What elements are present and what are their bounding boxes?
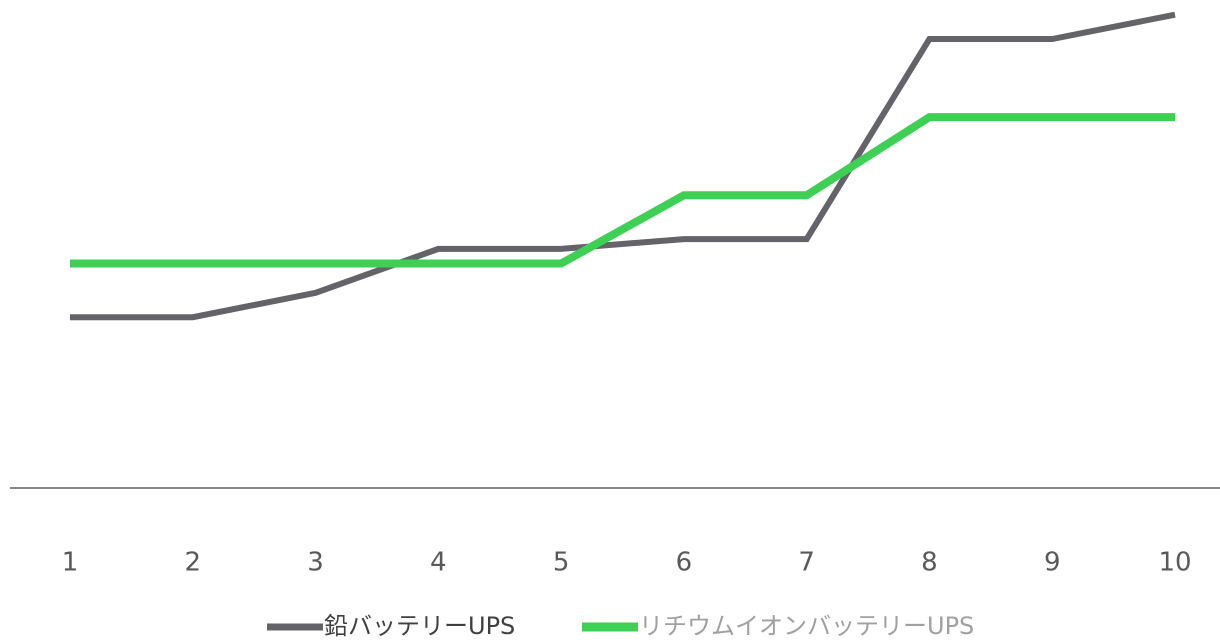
series-line — [70, 11, 1176, 321]
x-tick-label: 5 — [553, 548, 570, 578]
x-tick-label: 9 — [1044, 548, 1061, 578]
x-tick-label: 1 — [62, 548, 79, 578]
x-tick-label: 4 — [430, 548, 447, 578]
legend-label: 鉛バッテリーUPS — [324, 612, 515, 640]
x-tick-label: 2 — [185, 548, 202, 578]
x-tick-label: 8 — [921, 548, 938, 578]
series-line — [70, 113, 1175, 268]
x-tick-label: 10 — [1158, 548, 1191, 578]
x-tick-label: 6 — [676, 548, 693, 578]
x-tick-label: 3 — [307, 548, 324, 578]
x-tick-label: 7 — [798, 548, 815, 578]
legend-label: リチウムイオンバッテリーUPS — [639, 612, 974, 640]
